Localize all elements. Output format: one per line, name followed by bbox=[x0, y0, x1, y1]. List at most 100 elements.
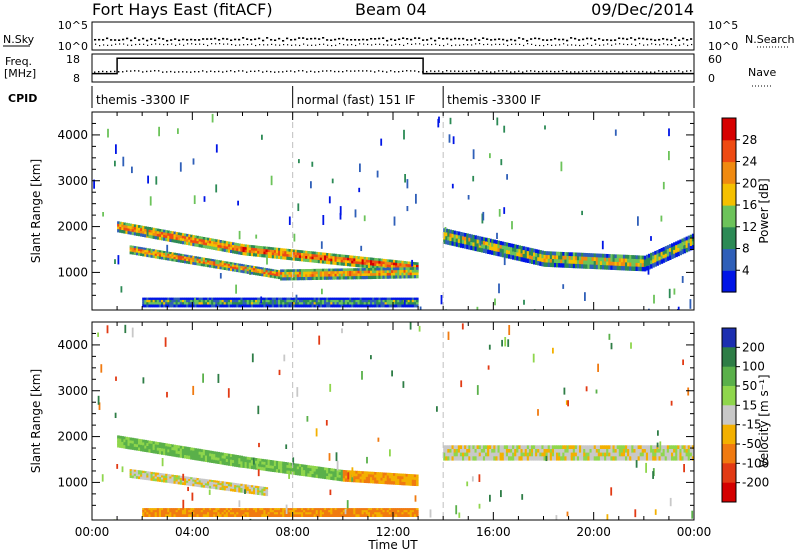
echo-cell bbox=[378, 302, 381, 306]
echo-cell bbox=[349, 304, 352, 308]
echo-cell bbox=[225, 249, 229, 253]
nsearch-point bbox=[615, 43, 617, 45]
echo-cell bbox=[367, 471, 371, 475]
nave-point bbox=[194, 70, 196, 73]
echo-cell bbox=[533, 452, 536, 457]
echo-cell bbox=[290, 269, 294, 273]
echo-cell bbox=[591, 445, 595, 450]
echo-cell bbox=[453, 230, 457, 235]
echo-cell bbox=[273, 255, 277, 259]
echo-cell bbox=[184, 238, 187, 242]
station-title: Fort Hays East (fitACF) bbox=[92, 0, 273, 19]
echo-cell bbox=[135, 441, 139, 445]
echo-cell bbox=[334, 514, 338, 517]
echo-cell bbox=[173, 510, 177, 513]
echo-cell bbox=[321, 276, 325, 280]
echo-cell bbox=[234, 304, 237, 308]
echo-cell bbox=[336, 477, 340, 481]
echo-cell bbox=[332, 261, 335, 265]
echo-cell bbox=[198, 244, 202, 248]
echo-cell bbox=[158, 442, 162, 446]
echo-cell bbox=[275, 276, 279, 279]
echo-cell bbox=[238, 251, 241, 255]
echo-cell bbox=[271, 255, 275, 259]
nave-point bbox=[518, 70, 520, 72]
echo-cell bbox=[196, 454, 200, 458]
echo-cell bbox=[240, 483, 243, 487]
echo-cell bbox=[633, 452, 636, 457]
echo-cell bbox=[171, 297, 174, 301]
echo-cell bbox=[386, 472, 390, 477]
nave-point bbox=[606, 71, 608, 73]
echo-cell bbox=[152, 478, 156, 482]
echo-cell bbox=[265, 246, 269, 250]
echo-cell bbox=[165, 451, 168, 456]
echo-cell bbox=[301, 253, 304, 257]
echo-cell bbox=[374, 477, 377, 481]
echo-cell bbox=[474, 445, 478, 450]
echo-cell bbox=[413, 269, 417, 274]
echo-cell bbox=[399, 297, 402, 301]
echo-cell bbox=[175, 237, 179, 241]
echo-cell bbox=[190, 508, 193, 511]
echo-cell bbox=[284, 277, 287, 281]
echo-cell bbox=[468, 452, 471, 457]
echo-cell bbox=[635, 259, 639, 264]
echo-cell bbox=[257, 302, 260, 306]
echo-speckle bbox=[494, 298, 496, 306]
nsearch-point bbox=[671, 43, 673, 46]
echo-cell bbox=[142, 249, 145, 253]
echo-cell bbox=[376, 267, 379, 271]
echo-cell bbox=[443, 228, 446, 233]
echo-cell bbox=[238, 299, 241, 303]
y-tick-label: 4000 bbox=[57, 128, 88, 142]
echo-cell bbox=[340, 510, 344, 513]
colorbar-cell bbox=[722, 183, 736, 206]
echo-cell bbox=[524, 449, 528, 454]
echo-cell bbox=[244, 252, 248, 256]
echo-cell bbox=[365, 275, 369, 280]
echo-cell bbox=[459, 235, 463, 241]
echo-cell bbox=[138, 476, 141, 480]
echo-cell bbox=[221, 240, 225, 244]
echo-cell bbox=[326, 510, 329, 513]
echo-cell bbox=[177, 299, 181, 303]
echo-cell bbox=[142, 448, 145, 452]
echo-cell bbox=[190, 456, 193, 460]
echo-cell bbox=[234, 487, 237, 490]
nave-point bbox=[286, 70, 288, 72]
echo-cell bbox=[466, 452, 469, 457]
echo-cell bbox=[627, 254, 630, 260]
echo-cell bbox=[313, 468, 317, 473]
echo-cell bbox=[196, 478, 200, 481]
echo-cell bbox=[365, 257, 369, 261]
echo-cell bbox=[127, 228, 131, 232]
echo-cell bbox=[190, 240, 193, 244]
echo-cell bbox=[150, 302, 154, 306]
nsearch-point bbox=[327, 44, 329, 46]
nsearch-point bbox=[267, 44, 269, 46]
echo-cell bbox=[326, 302, 329, 306]
echo-cell bbox=[675, 248, 678, 254]
echo-cell bbox=[554, 456, 557, 461]
echo-speckle bbox=[244, 489, 246, 494]
echo-cell bbox=[198, 510, 202, 513]
echo-cell bbox=[211, 302, 214, 306]
echo-cell bbox=[416, 512, 419, 515]
echo-cell bbox=[217, 487, 220, 490]
echo-cell bbox=[566, 259, 570, 265]
echo-cell bbox=[449, 237, 452, 242]
nsky-point bbox=[386, 39, 389, 42]
echo-cell bbox=[397, 263, 400, 267]
echo-cell bbox=[365, 476, 369, 481]
nsearch-point bbox=[659, 44, 661, 46]
echo-cell bbox=[192, 257, 195, 261]
echo-cell bbox=[244, 299, 248, 303]
echo-cell bbox=[221, 248, 225, 252]
echo-cell bbox=[217, 454, 220, 459]
echo-cell bbox=[154, 514, 158, 517]
echo-cell bbox=[117, 223, 120, 228]
echo-cell bbox=[165, 512, 168, 515]
echo-cell bbox=[378, 261, 381, 265]
echo-cell bbox=[305, 258, 308, 262]
